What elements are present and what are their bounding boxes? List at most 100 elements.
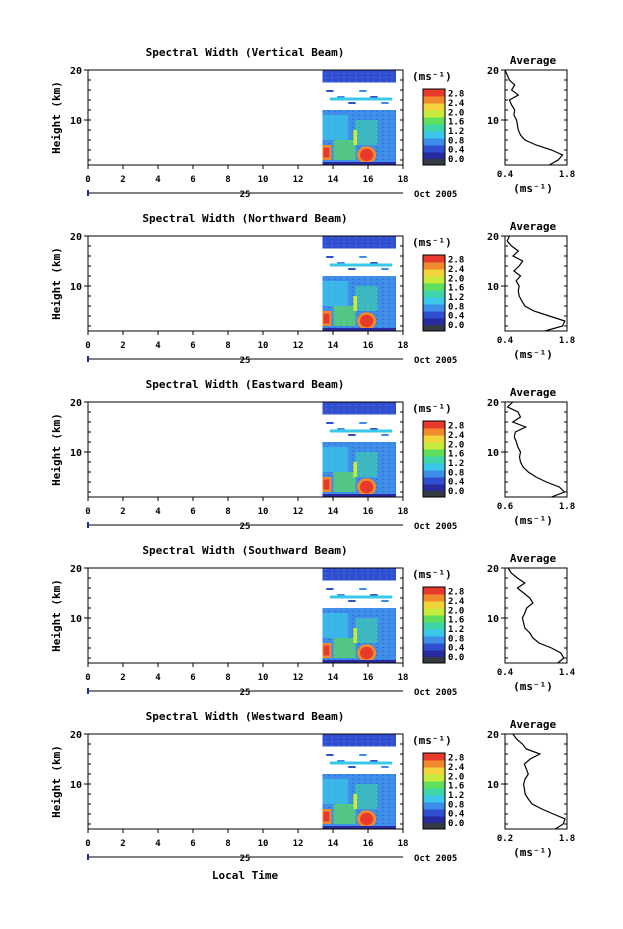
colorbar-tick-label: 2.0 [448, 108, 464, 118]
y-axis-label: Height (km) [50, 745, 63, 818]
y-tick-label: 10 [70, 780, 82, 791]
heatmap-cell [337, 96, 345, 98]
heatmap-cell [359, 148, 374, 162]
heatmap-cell [329, 263, 393, 267]
heatmap-cell [323, 313, 330, 324]
x-tick-label: 14 [328, 839, 339, 849]
x-tick-label: 14 [328, 507, 339, 517]
colorbar-tick-label: 1.2 [448, 127, 464, 137]
heatmap-texture [322, 568, 396, 581]
colorbar-swatch [423, 788, 445, 796]
heatmap-cell [353, 462, 358, 477]
x-tick-label: 18 [398, 507, 409, 517]
heatmap-cell [329, 97, 393, 101]
x-tick-label: 0 [85, 175, 90, 185]
colorbar-swatch [423, 124, 445, 132]
colorbar-tick-label: 2.8 [448, 588, 464, 598]
x-tick-label: 8 [225, 341, 230, 351]
x-tick-label: 16 [363, 673, 374, 683]
x-tick-label: 4 [155, 839, 161, 849]
colorbar-swatch [423, 781, 445, 789]
heatmap-cell [337, 262, 345, 264]
heatmap-cell [322, 494, 396, 497]
x-tick-label: 18 [398, 839, 409, 849]
heatmap-cell [329, 761, 393, 765]
heatmap-texture [322, 402, 396, 415]
colorbar-tick-label: 1.6 [448, 450, 464, 460]
colorbar-tick-label: 2.8 [448, 90, 464, 100]
heatmap-cell [359, 588, 367, 590]
y-tick-label: 10 [70, 448, 82, 459]
colorbar-tick-label: 2.8 [448, 256, 464, 266]
heatmap-cell [348, 600, 356, 602]
heatmap-cell [322, 447, 349, 472]
avg-x-tick-label: 0.4 [497, 170, 514, 180]
x-tick-label: 8 [225, 673, 230, 683]
colorbar-swatch [423, 145, 445, 153]
colorbar-swatch [423, 774, 445, 782]
panel-title: Spectral Width (Westward Beam) [146, 710, 345, 723]
avg-x-tick-label: 0.4 [497, 336, 514, 346]
colorbar-tick-label: 1.2 [448, 459, 464, 469]
colorbar-swatch [423, 484, 445, 492]
colorbar-tick-label: 0.4 [448, 146, 465, 156]
x-tick-label: 10 [258, 507, 269, 517]
average-profile-line [506, 235, 566, 332]
colorbar-tick-label: 1.6 [448, 118, 464, 128]
colorbar-frame [422, 88, 446, 166]
heatmap-cell [359, 754, 367, 756]
average-frame [504, 69, 568, 166]
x-tick-label: 16 [363, 507, 374, 517]
panel-3: Spectral Width (Southward Beam) Height (k… [50, 544, 576, 698]
x-tick-label: 14 [328, 341, 339, 351]
heatmap-cell [359, 422, 367, 424]
panel-title: Spectral Width (Eastward Beam) [146, 378, 345, 391]
heatmap-cell [381, 766, 389, 768]
heatmap-cell [355, 452, 378, 477]
x-axis-label: Local Time [212, 869, 279, 882]
colorbar-swatch [423, 311, 445, 319]
colorbar-swatch [423, 650, 445, 658]
heatmap-cell [333, 804, 356, 824]
colorbar-swatch [423, 629, 445, 637]
avg-unit: (ms⁻¹) [513, 348, 553, 361]
colorbar-swatch [423, 615, 445, 623]
y-axis-label: Height (km) [50, 413, 63, 486]
heatmap-cell [355, 120, 378, 145]
colorbar-tick-label: 2.4 [448, 99, 465, 109]
colorbar-tick-label: 1.2 [448, 791, 464, 801]
heatmap-cell [326, 90, 334, 92]
heatmap-cell [359, 256, 367, 258]
heatmap-cell [348, 766, 356, 768]
colorbar-swatch [423, 449, 445, 457]
colorbar-swatch [423, 428, 445, 436]
colorbar-swatch [423, 767, 445, 775]
heatmap [322, 734, 396, 829]
average-title: Average [510, 386, 557, 399]
heatmap-cell [355, 784, 378, 809]
x-tick-label: 2 [120, 175, 125, 185]
colorbar-tick-label: 2.0 [448, 772, 464, 782]
plot-frame [87, 235, 404, 332]
colorbar-tick-label: 2.8 [448, 422, 464, 432]
y-tick-label: 20 [70, 564, 82, 575]
colorbar-tick-label: 0.8 [448, 634, 464, 644]
y-tick-label: 20 [70, 232, 82, 243]
x-tick-label: 10 [258, 341, 269, 351]
x-tick-label: 18 [398, 175, 409, 185]
colorbar-swatch [423, 470, 445, 478]
avg-y-tick-label: 10 [487, 116, 499, 127]
x-tick-label: 14 [328, 175, 339, 185]
avg-x-tick-label: 1.8 [559, 502, 575, 512]
avg-x-tick-label: 1.8 [559, 170, 575, 180]
x-tick-label: 10 [258, 175, 269, 185]
colorbar-unit: (ms⁻¹) [412, 70, 452, 83]
colorbar-tick-label: 2.4 [448, 265, 465, 275]
colorbar-unit: (ms⁻¹) [412, 236, 452, 249]
heatmap-cell [333, 306, 356, 326]
colorbar-swatch [423, 117, 445, 125]
heatmap-texture [322, 70, 396, 83]
avg-y-tick-label: 20 [487, 564, 499, 575]
heatmap-cell [326, 422, 334, 424]
heatmap-cell [322, 115, 349, 140]
